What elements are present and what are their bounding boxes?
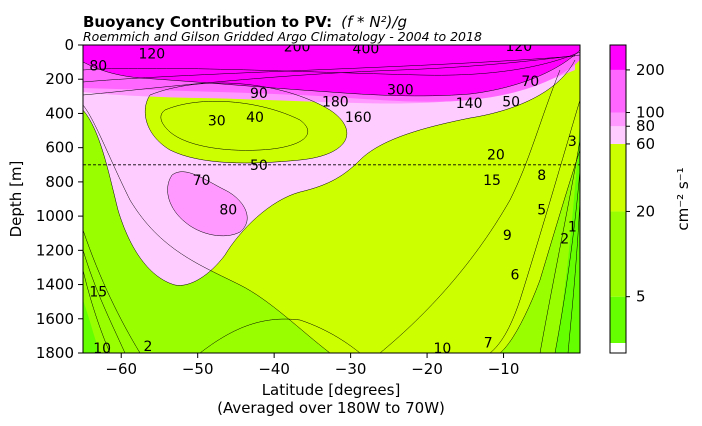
y-tick-label: 800 — [45, 173, 74, 191]
colorbar-band — [610, 126, 626, 144]
contour-label: 30 — [208, 113, 226, 129]
band-2-5-left — [83, 300, 100, 353]
colorbar-tick-label: 80 — [636, 117, 655, 135]
x-tick-label: −20 — [411, 360, 443, 378]
x-tick-label: −10 — [488, 360, 520, 378]
y-tick-label: 0 — [64, 36, 74, 54]
colorbar-band — [610, 211, 626, 297]
colorbar-band — [610, 45, 626, 70]
colorbar-under — [610, 343, 626, 353]
y-tick-label: 1600 — [36, 310, 74, 328]
contour-label: 2 — [560, 231, 569, 247]
y-tick-label: 200 — [45, 70, 74, 88]
colorbar-frame — [609, 44, 627, 354]
contour-label: 1 — [568, 219, 577, 235]
band-2-5 — [555, 120, 580, 353]
contour-label: 5 — [537, 202, 546, 218]
contour-label: 50 — [502, 94, 520, 110]
title-formula: (f * N²)/g — [341, 13, 407, 31]
contour-label: 8 — [537, 168, 546, 184]
contour-label: 180 — [322, 94, 349, 110]
colorbar-tick-label: 60 — [636, 135, 655, 153]
colorbar-band — [610, 112, 626, 127]
chart-title: Buoyancy Contribution to PV: (f * N²)/g — [83, 13, 407, 31]
colorbar-band — [610, 296, 626, 353]
band-200-plus — [83, 45, 580, 96]
y-tick-label: 1400 — [36, 276, 74, 294]
y-tick-label: 1200 — [36, 241, 74, 259]
contour-label: 6 — [511, 267, 520, 283]
y-tick-label: 1000 — [36, 207, 74, 225]
contour-label: 9 — [503, 228, 512, 244]
contour-label: 400 — [353, 41, 380, 57]
band-80-100 — [167, 171, 248, 236]
contour-label: 80 — [89, 59, 107, 75]
contour-label: 160 — [345, 110, 372, 126]
contour-label: 15 — [483, 173, 501, 189]
x-tick-label: −30 — [335, 360, 367, 378]
contour-label: 70 — [521, 74, 539, 90]
colorbar-band — [610, 143, 626, 212]
x-tick-label: −40 — [258, 360, 290, 378]
contour-label: 3 — [568, 134, 577, 150]
y-tick-label: 400 — [45, 104, 74, 122]
colorbar-tick-label: 20 — [636, 202, 655, 220]
contour-label: 300 — [387, 82, 414, 98]
contour-label: 120 — [138, 47, 165, 63]
y-axis: 0 200 400 600 800 1000 1200 1400 1600 1800 — [36, 36, 83, 362]
colorbar-tick-label: 200 — [636, 61, 665, 79]
plot-frame — [82, 44, 581, 354]
contour-label: 15 — [89, 284, 107, 300]
y-tick-label: 600 — [45, 139, 74, 157]
contour-label: 140 — [456, 96, 483, 112]
contour-label: 50 — [250, 158, 268, 174]
contour-label: 20 — [487, 148, 505, 164]
contour-label: 70 — [193, 173, 211, 189]
contour-label: 90 — [250, 86, 268, 102]
title-text: Buoyancy Contribution to PV: — [83, 13, 332, 31]
x-tick-label: −50 — [182, 360, 214, 378]
contour-label: 10 — [93, 341, 111, 357]
contour-lines — [83, 49, 580, 353]
contour-label: 2 — [144, 339, 153, 355]
x-axis-note: (Averaged over 180W to 70W) — [217, 399, 445, 417]
colorbar-tick-label: 5 — [636, 288, 646, 306]
contour-label: 10 — [433, 341, 451, 357]
x-axis-label: Latitude [degrees] — [262, 381, 401, 399]
colorbar-tick-label: 100 — [636, 104, 665, 122]
contour-label: 7 — [484, 336, 493, 352]
colorbar-band — [610, 69, 626, 113]
chart-subtitle: Roemmich and Gilson Gridded Argo Climato… — [83, 29, 482, 44]
x-tick-label: −60 — [105, 360, 137, 378]
contour-label: 120 — [505, 39, 532, 55]
x-axis: −60 −50 −40 −30 −20 −10 — [105, 353, 519, 378]
contour-label: 200 — [284, 40, 311, 56]
colorbar-label: cm⁻² s⁻¹ — [674, 167, 692, 230]
contour-label: 40 — [246, 110, 264, 126]
contour-label: 80 — [219, 202, 237, 218]
y-tick-label: 1800 — [36, 344, 74, 362]
y-axis-label: Depth [m] — [7, 161, 25, 238]
